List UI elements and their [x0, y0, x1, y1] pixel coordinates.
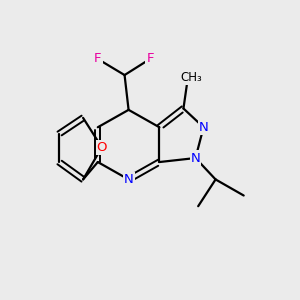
Text: N: N: [199, 121, 208, 134]
Text: N: N: [190, 152, 200, 164]
Text: N: N: [124, 173, 134, 186]
Text: F: F: [94, 52, 102, 65]
Text: CH₃: CH₃: [181, 71, 202, 84]
Text: O: O: [97, 141, 107, 154]
Text: F: F: [146, 52, 154, 65]
